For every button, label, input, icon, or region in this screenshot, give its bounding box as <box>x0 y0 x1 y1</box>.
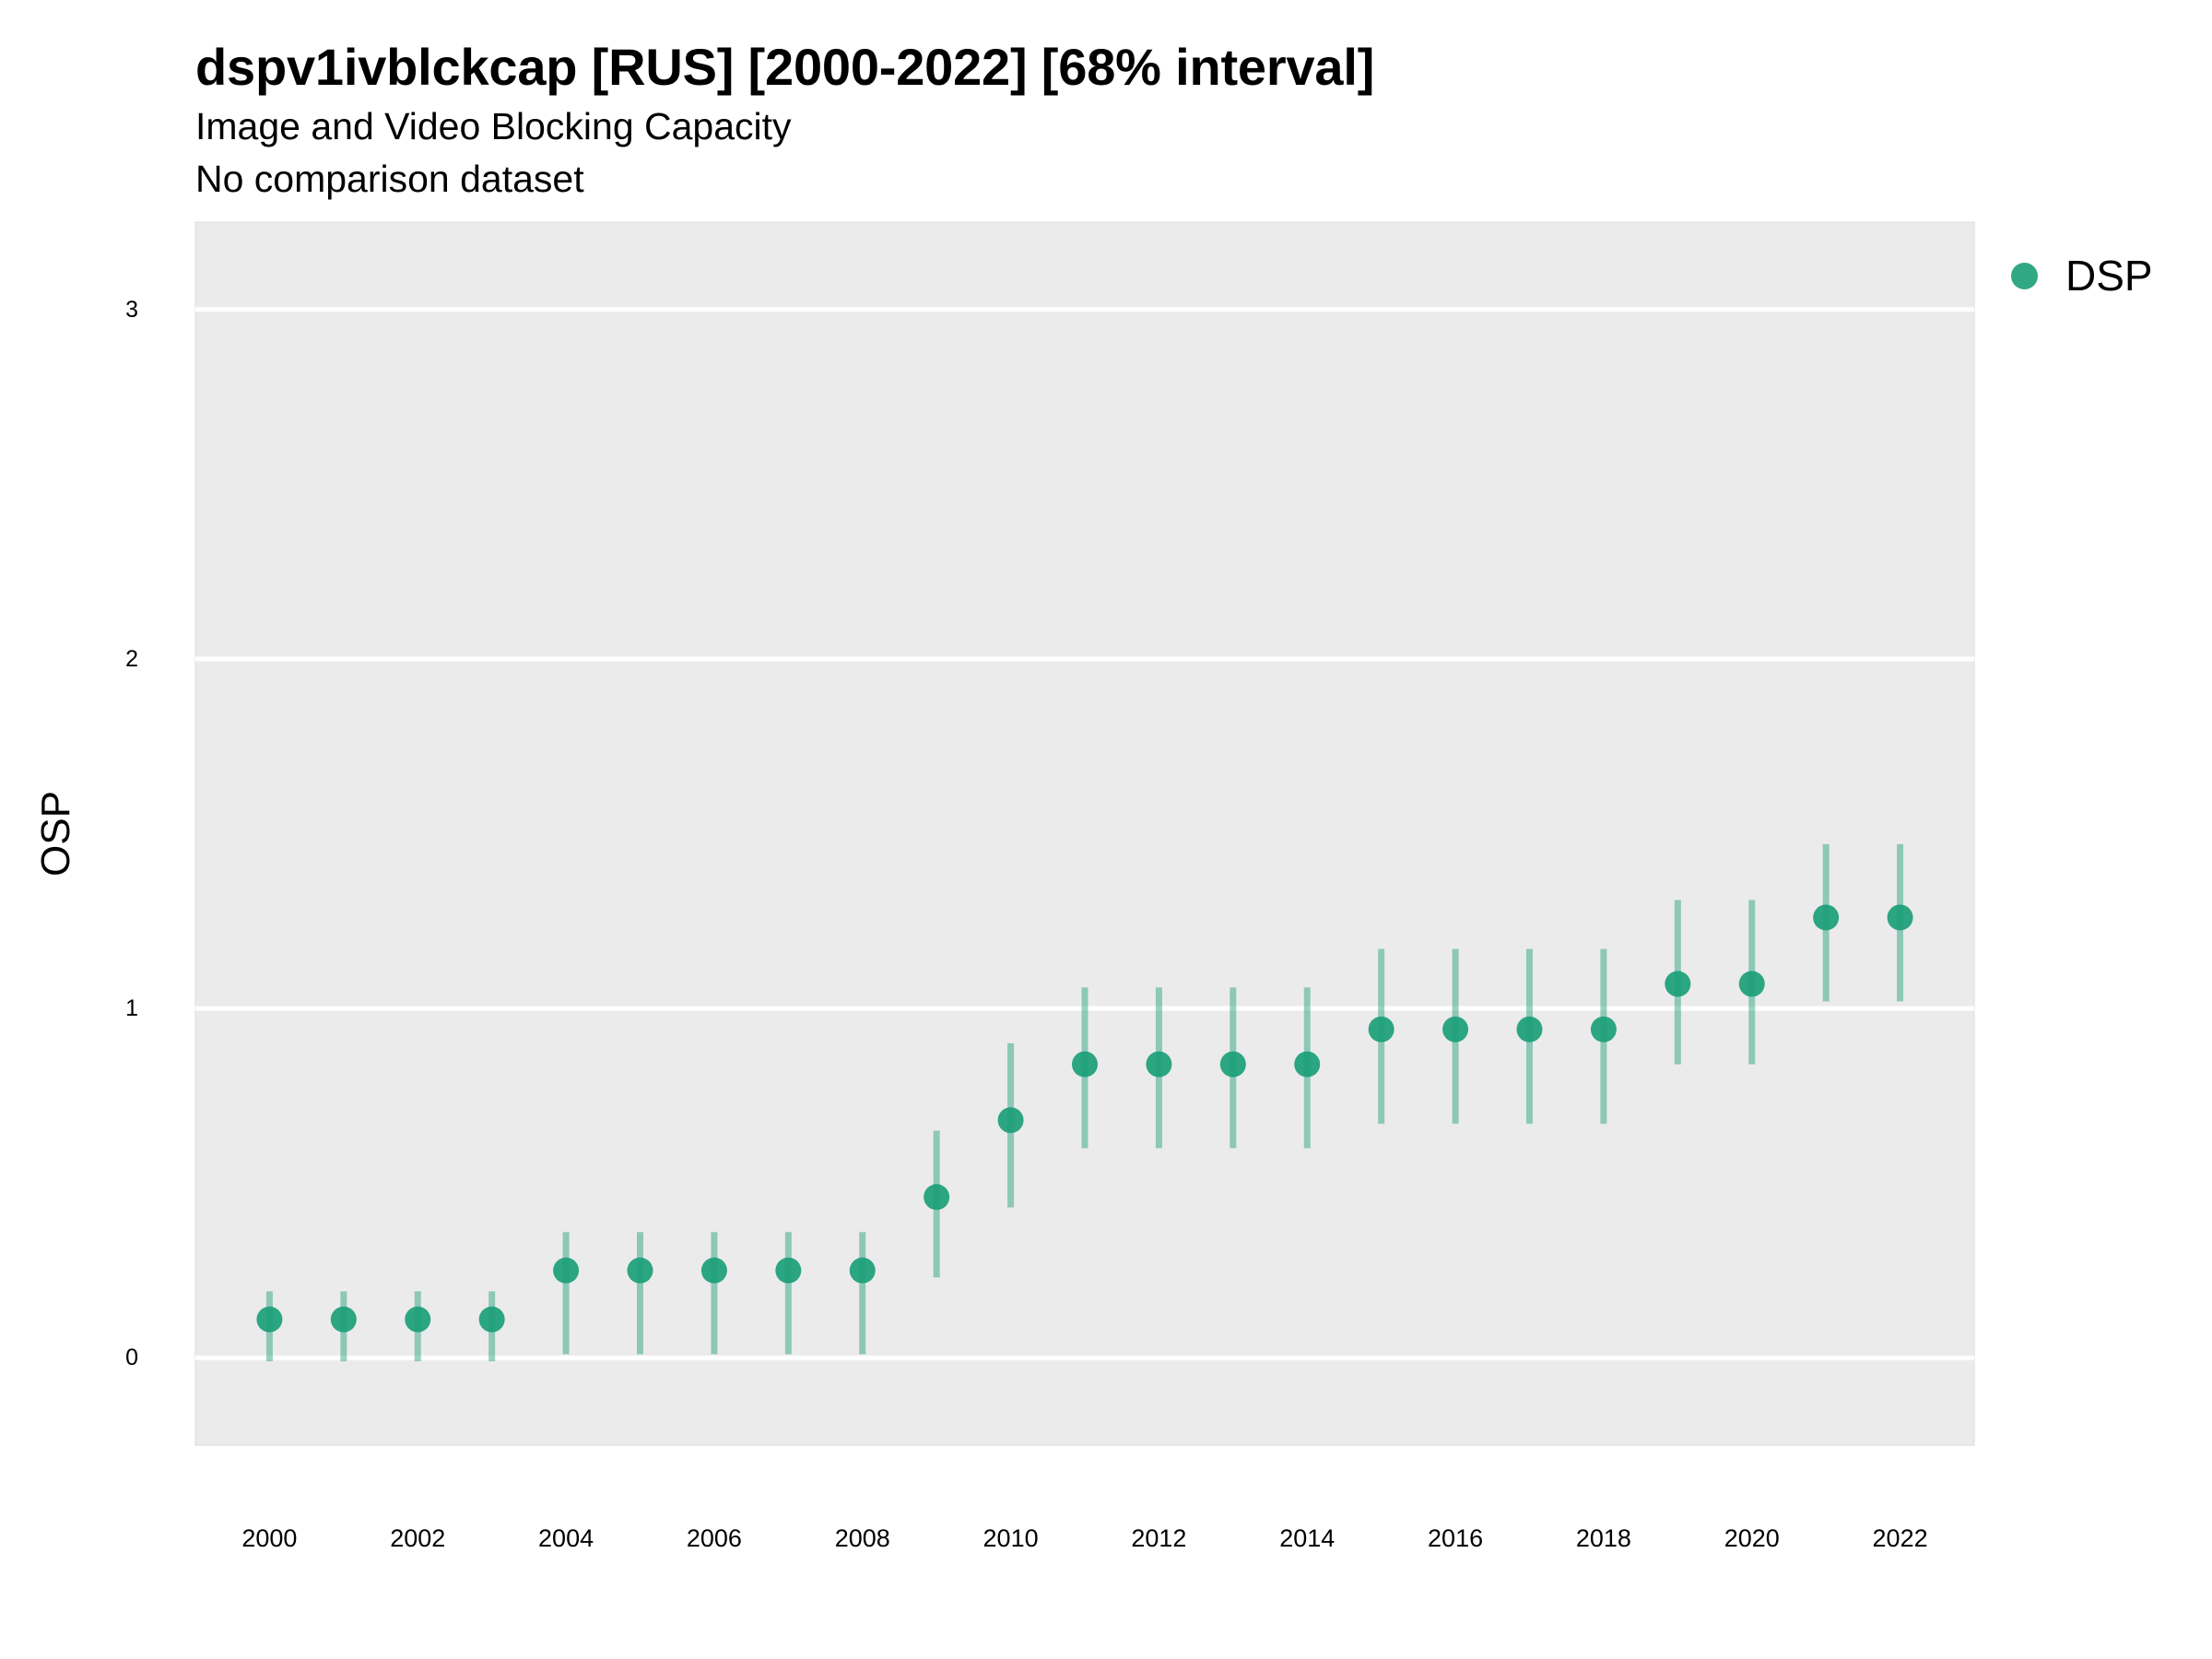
y-axis-ticks: 0 1 2 3 <box>125 297 138 1371</box>
data-point <box>997 1107 1024 1134</box>
data-points <box>256 904 1913 1333</box>
y-axis-label: OSP <box>33 791 78 877</box>
data-point <box>405 1306 431 1333</box>
data-point <box>553 1257 580 1284</box>
data-point <box>1219 1051 1246 1077</box>
data-point <box>1146 1051 1172 1077</box>
x-tick-label: 2012 <box>1131 1524 1186 1552</box>
data-point <box>1368 1016 1394 1042</box>
data-point <box>1442 1016 1469 1042</box>
data-point <box>924 1183 950 1210</box>
x-tick-label: 2008 <box>835 1524 890 1552</box>
data-point <box>1738 971 1765 997</box>
y-tick-label: 1 <box>125 995 138 1021</box>
data-point <box>1665 971 1691 997</box>
data-point <box>256 1306 283 1333</box>
y-tick-label: 0 <box>125 1345 138 1371</box>
data-point <box>627 1257 653 1284</box>
data-point <box>775 1257 802 1284</box>
chart-subtitle: Image and Video Blocking Capacity <box>195 105 792 147</box>
x-tick-label: 2002 <box>390 1524 445 1552</box>
y-tick-label: 2 <box>125 646 138 672</box>
data-point <box>478 1306 505 1333</box>
data-point <box>1294 1051 1321 1077</box>
x-tick-label: 2010 <box>983 1524 1039 1552</box>
x-tick-label: 2014 <box>1279 1524 1335 1552</box>
legend: DSP <box>2011 251 2153 300</box>
y-tick-label: 3 <box>125 297 138 323</box>
gridlines <box>195 307 1974 1360</box>
data-point <box>330 1306 357 1333</box>
data-point <box>849 1257 876 1284</box>
x-axis-ticks: 2000 2002 2004 2006 2008 2010 2012 2014 2016 2018… <box>241 1524 1927 1552</box>
data-point <box>1072 1051 1098 1077</box>
data-point <box>1887 904 1913 931</box>
data-point <box>700 1257 727 1284</box>
data-point <box>1516 1016 1543 1042</box>
data-point <box>1813 904 1840 931</box>
chart-caption: No comparison dataset <box>195 158 584 200</box>
x-tick-label: 2000 <box>241 1524 297 1552</box>
legend-label: DSP <box>2065 252 2153 300</box>
legend-key-dot <box>2011 262 2038 289</box>
chart-title: dspv1ivblckcap [RUS] [2000-2022] [68% in… <box>195 38 1375 96</box>
x-tick-label: 2018 <box>1576 1524 1631 1552</box>
x-tick-label: 2016 <box>1428 1524 1483 1552</box>
x-tick-label: 2020 <box>1724 1524 1780 1552</box>
plot-panel <box>194 221 1975 1446</box>
x-tick-label: 2004 <box>538 1524 594 1552</box>
x-tick-label: 2006 <box>687 1524 742 1552</box>
data-point <box>1590 1016 1617 1042</box>
x-tick-label: 2022 <box>1873 1524 1928 1552</box>
